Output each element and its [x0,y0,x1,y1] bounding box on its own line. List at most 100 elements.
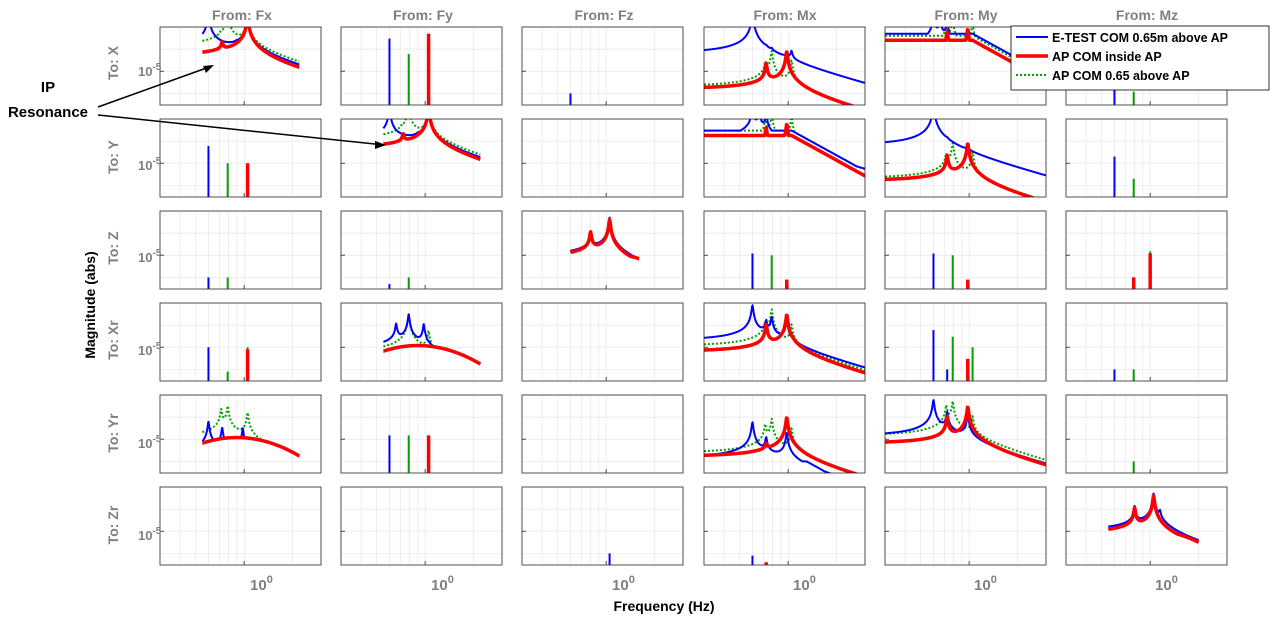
x-tick-label: 100 [250,574,273,594]
subplot-background [885,395,1046,473]
subplot [340,486,503,566]
subplot [1065,302,1228,382]
subplot [1065,486,1228,566]
subplot-background [522,119,683,197]
subplot [340,394,503,474]
subplot-background [522,303,683,381]
y-tick-label: 10-5 [138,341,162,358]
subplot [340,210,503,290]
series-blue-line [704,119,865,170]
y-axis-label: Magnitude (abs) [82,251,98,358]
row-label-y: To: Y [105,139,121,173]
row-label-yr: To: Yr [105,413,121,453]
subplot-background [522,487,683,565]
subplot-traces [388,33,431,105]
subplot-background [341,395,502,473]
series-red-line [1106,494,1201,544]
subplot-grid [159,26,1228,566]
series-red-line [704,313,865,375]
subplot [703,302,866,382]
x-tick-label: 100 [612,574,635,594]
row-label-x: To: X [105,45,121,80]
subplot-traces [200,27,301,70]
annotation-arrow-2 [97,114,385,146]
subplot [703,210,866,290]
subplot [884,394,1047,474]
series-red-line [704,122,865,178]
legend-entry-etest: E-TEST COM 0.65m above AP [1052,31,1228,45]
subplot [884,210,1047,290]
subplot [521,26,684,106]
subplot [340,302,503,382]
subplot [159,394,322,474]
subplot [159,302,322,382]
subplot-background [1066,211,1227,289]
subplot-traces [704,119,865,178]
x-axis-label: Frequency (Hz) [613,598,714,614]
series-red-line [704,50,856,105]
subplot [521,486,684,566]
subplot-background [885,487,1046,565]
x-tick-label: 100 [974,574,997,594]
subplot [340,118,503,198]
col-title-fy: From: Fy [393,7,453,23]
subplot-background [522,27,683,105]
series-red-line [568,218,641,261]
subplot-frame [703,302,866,382]
annotation-line-2: Resonance [8,104,88,121]
col-title-fx: From: Fx [212,7,272,23]
subplot-background [341,487,502,565]
subplot-traces [1106,492,1201,544]
subplot-frame [159,26,322,106]
subplot-background [341,211,502,289]
subplot [703,26,866,106]
series-green-line [885,27,1046,76]
subplot [703,486,866,566]
subplot-traces [932,253,970,289]
subplot-background [885,211,1046,289]
subplot-frame [703,394,866,474]
subplot-frame [884,302,1047,382]
subplot-traces [932,330,974,381]
subplot-traces [751,253,789,289]
subplot-background [1066,395,1227,473]
annotation-arrowhead-2 [375,141,386,149]
series-blue-line [704,421,833,473]
subplot-background [704,303,865,381]
subplot-traces [381,119,482,162]
y-tick-label: 10-5 [138,526,162,543]
green-spikes [951,336,974,381]
subplot-frame [1065,118,1228,198]
subplot [159,118,322,198]
legend: E-TEST COM 0.65m above AP AP COM inside … [1010,25,1270,91]
annotation-line-1: IP [41,79,55,96]
subplot-background [160,303,321,381]
subplot-background [160,487,321,565]
row-label-xr: To: Xr [105,320,121,360]
series-blue-line [885,119,1046,177]
subplot-frame [703,26,866,106]
legend-entry-ap-com-above: AP COM 0.65 above AP [1052,69,1190,83]
annotation-arrowhead-1 [203,65,214,73]
subplot-frame [884,486,1047,566]
subplot [703,394,866,474]
blue-spikes [932,330,949,381]
subplot-traces [885,399,1046,467]
subplot [1065,118,1228,198]
subplot-frame [521,210,684,290]
subplot-background [160,119,321,197]
subplot-frame [159,302,322,382]
y-tick-label: 10-5 [138,248,162,265]
subplot-traces [885,119,1046,197]
subplot-frame [1065,210,1228,290]
series-red-line [200,27,301,70]
series-red-line [885,28,1046,83]
subplot-traces [207,347,250,381]
series-red-line [885,405,1046,467]
red-spikes [1131,253,1152,289]
subplot [884,118,1047,198]
subplot-background [522,395,683,473]
ip-resonance-annotation: IP Resonance [8,65,386,149]
subplot-frame [521,486,684,566]
